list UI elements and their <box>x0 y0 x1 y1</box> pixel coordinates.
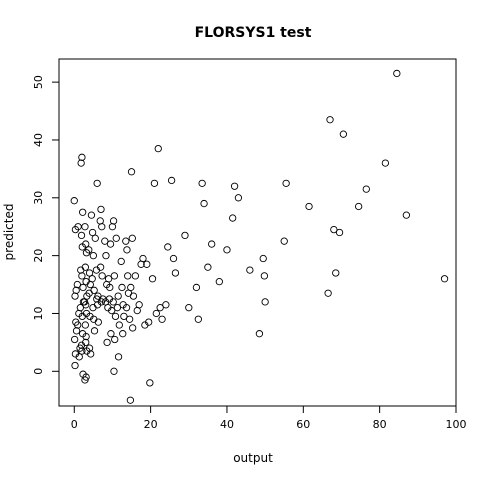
y-tick-label: 0 <box>32 368 45 375</box>
x-tick-label: 80 <box>373 418 387 431</box>
y-tick-label: 10 <box>32 306 45 320</box>
y-axis-label: predicted <box>2 204 16 261</box>
chart-title: FLORSYS1 test <box>195 25 312 41</box>
x-tick-label: 60 <box>296 418 310 431</box>
y-tick-label: 40 <box>32 133 45 147</box>
x-tick-label: 20 <box>144 418 158 431</box>
x-tick-label: 0 <box>71 418 78 431</box>
y-tick-label: 20 <box>32 249 45 263</box>
x-tick-label: 40 <box>220 418 234 431</box>
x-tick-label: 100 <box>446 418 467 431</box>
y-tick-label: 30 <box>32 191 45 205</box>
y-tick-label: 50 <box>32 75 45 89</box>
x-axis-label: output <box>233 451 273 465</box>
